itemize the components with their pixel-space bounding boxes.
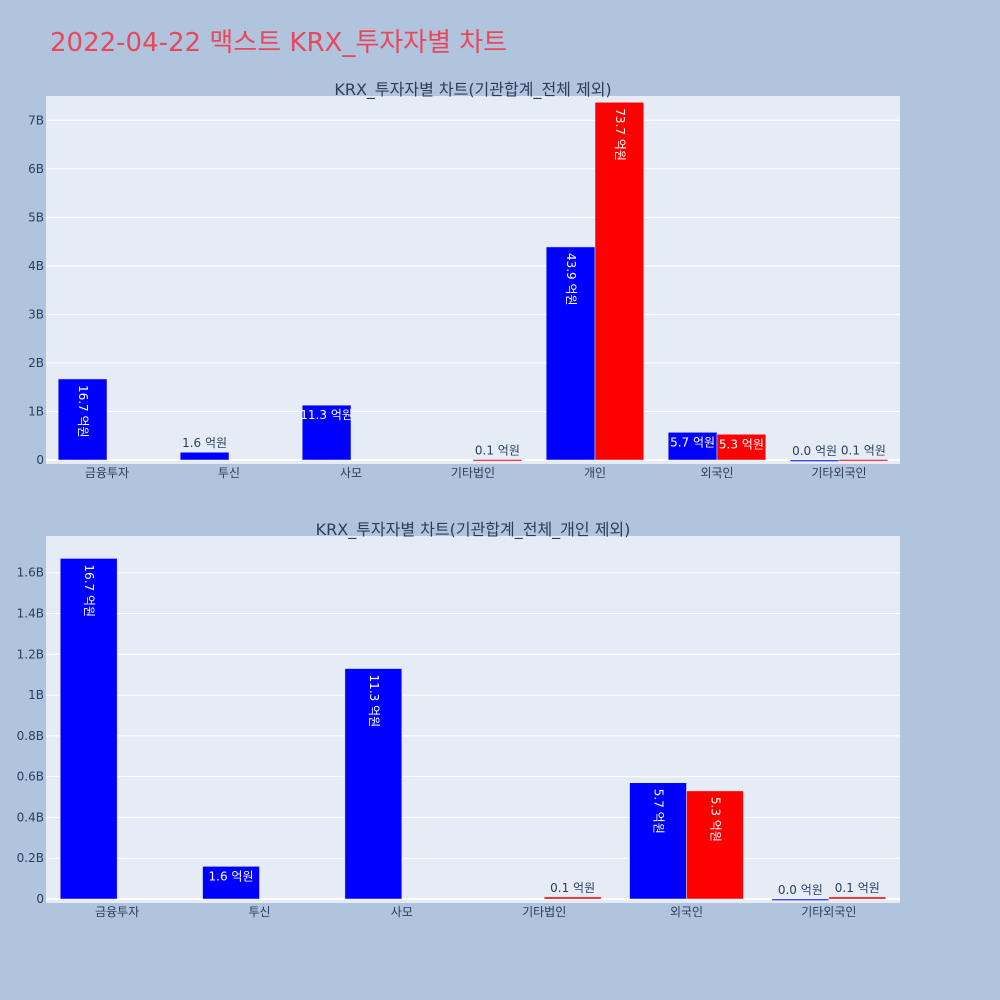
y-tick-label: 5B: [28, 210, 44, 224]
bar: [472, 459, 523, 462]
y-tick-label: 6B: [28, 162, 44, 176]
y-tick-label: 0.4B: [17, 810, 44, 824]
data-label: 5.7 억원: [670, 435, 715, 449]
data-label: 0.0 억원: [778, 883, 823, 897]
bar: [202, 866, 260, 900]
data-label: 0.1 억원: [550, 881, 595, 895]
data-label: 43.9 억원: [564, 253, 578, 306]
bar: [594, 102, 645, 461]
data-label: 11.3 억원: [367, 675, 381, 728]
chart-title: KRX_투자자별 차트(기관합계_전체_개인 제외): [316, 520, 631, 540]
x-tick-label: 기타법인: [522, 905, 566, 919]
bar: [686, 790, 744, 900]
data-label: 16.7 억원: [76, 385, 90, 438]
y-tick-label: 2B: [28, 356, 44, 370]
plot-area: [46, 96, 900, 464]
y-tick-label: 0: [36, 453, 44, 467]
x-tick-label: 기타법인: [451, 466, 495, 480]
bar: [57, 378, 108, 461]
bar: [344, 668, 403, 900]
data-label: 0.1 억원: [835, 881, 880, 895]
data-label: 5.3 억원: [719, 437, 764, 451]
x-tick-label: 금융투자: [85, 466, 129, 480]
x-tick-label: 사모: [340, 466, 362, 480]
data-label: 16.7 억원: [82, 564, 96, 617]
data-label: 11.3 억원: [300, 408, 353, 422]
page-title: 2022-04-22 맥스트 KRX_투자자별 차트: [50, 28, 508, 58]
x-tick-label: 개인: [584, 466, 606, 480]
data-label: 0.1 억원: [475, 444, 520, 458]
x-tick-label: 투신: [248, 905, 270, 919]
bar: [59, 558, 118, 900]
plot-area: [46, 536, 900, 903]
bar: [771, 898, 830, 901]
bar: [716, 434, 767, 461]
y-tick-label: 1.2B: [17, 647, 44, 661]
data-label: 5.3 억원: [708, 797, 722, 842]
chart-1: 0 1B 2B 3B 4B 5B 6B 7B 금융투자 투신 사모 기타법인 개인 외국인 기타외국인 16.…: [28, 80, 900, 480]
bar: [828, 896, 887, 900]
x-tick-label: 기타외국인: [811, 466, 866, 480]
x-tick-label: 금융투자: [95, 905, 139, 919]
bar: [179, 451, 230, 461]
bar: [629, 782, 687, 900]
data-label: 1.6 억원: [182, 436, 227, 450]
y-tick-label: 3B: [28, 307, 44, 321]
data-label: 0.0 억원: [792, 444, 837, 458]
y-tick-label: 0.2B: [17, 851, 44, 865]
y-tick-label: 1.4B: [17, 606, 44, 620]
data-label: 5.7 억원: [652, 789, 666, 834]
bar: [667, 432, 718, 461]
y-tick-label: 0: [36, 892, 44, 906]
bar: [543, 896, 602, 900]
x-tick-label: 투신: [218, 466, 240, 480]
x-tick-label: 외국인: [670, 905, 703, 919]
y-tick-label: 7B: [28, 113, 44, 127]
data-label: 73.7 억원: [613, 108, 627, 161]
bar: [789, 459, 840, 462]
data-label: 1.6 억원: [209, 869, 254, 883]
x-tick-label: 사모: [391, 905, 413, 919]
y-tick-label: 0.6B: [17, 770, 44, 784]
bar: [545, 246, 596, 461]
y-tick-label: 0.8B: [17, 729, 44, 743]
bar: [301, 404, 352, 461]
chart-title: KRX_투자자별 차트(기관합계_전체 제외): [334, 80, 611, 100]
y-tick-label: 4B: [28, 259, 44, 273]
x-tick-label: 외국인: [700, 466, 733, 480]
y-tick-label: 1B: [28, 688, 44, 702]
y-tick-label: 1.6B: [17, 566, 44, 580]
bar: [838, 459, 889, 462]
x-tick-label: 기타외국인: [801, 905, 856, 919]
y-tick-label: 1B: [28, 404, 44, 418]
data-label: 0.1 억원: [841, 444, 886, 458]
